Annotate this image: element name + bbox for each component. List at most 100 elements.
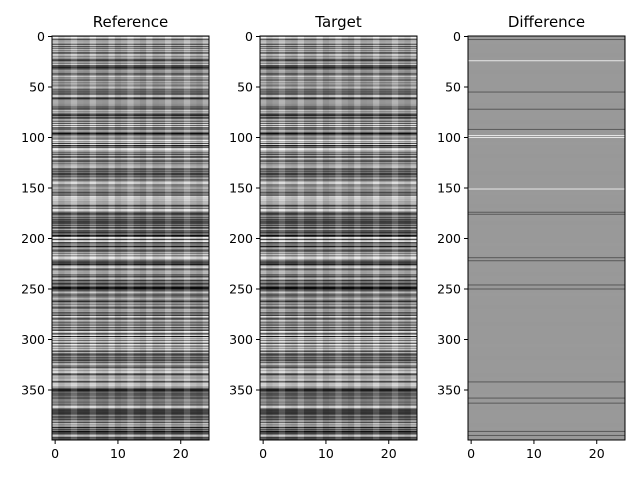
heatmap-row (52, 49, 209, 51)
heatmap-row (260, 316, 417, 319)
heatmap-row (468, 345, 625, 347)
heatmap-row (468, 111, 625, 114)
heatmap-row (260, 385, 417, 387)
heatmap-row (260, 286, 417, 288)
heatmap-row (468, 58, 625, 60)
heatmap-row (52, 201, 209, 204)
heatmap-row (260, 51, 417, 53)
heatmap-row (260, 101, 417, 104)
heatmap-row (52, 297, 209, 299)
heatmap-row (260, 368, 417, 370)
heatmap-row (260, 310, 417, 313)
heatmap-row (260, 370, 417, 372)
heatmap-row (52, 193, 209, 195)
heatmap-row (52, 392, 209, 394)
heatmap-row (260, 398, 417, 400)
heatmap-row (260, 400, 417, 403)
heatmap-row (52, 310, 209, 313)
heatmap-row (52, 186, 209, 188)
heatmap-row (468, 50, 625, 52)
heatmap-row (52, 127, 209, 130)
heatmap-row (468, 375, 625, 377)
heatmap-row (260, 137, 417, 139)
heatmap-row (468, 166, 625, 168)
heatmap-row (260, 411, 417, 414)
heatmap-row (260, 124, 417, 127)
heatmap-row (468, 270, 625, 272)
heatmap-row (260, 259, 417, 261)
heatmap-row (260, 88, 417, 90)
heatmap-row (468, 244, 625, 246)
heatmap-row (468, 241, 625, 243)
heatmap-row (52, 315, 209, 318)
heatmap-row (260, 399, 417, 402)
heatmap-row (260, 229, 417, 232)
heatmap-row (468, 330, 625, 333)
heatmap-row (468, 123, 625, 126)
heatmap-row (52, 197, 209, 200)
heatmap-column (196, 36, 203, 440)
heatmap-row (260, 72, 417, 74)
heatmap-row (260, 330, 417, 333)
heatmap-row (468, 51, 625, 53)
heatmap-row (468, 383, 625, 385)
heatmap-row (52, 272, 209, 274)
heatmap-row (52, 115, 209, 118)
heatmap-row (260, 355, 417, 357)
heatmap-row (260, 75, 417, 77)
heatmap-row (468, 366, 625, 368)
heatmap-row (52, 207, 209, 210)
heatmap-row (260, 261, 417, 263)
heatmap-row (260, 435, 417, 438)
heatmap-row (260, 119, 417, 122)
heatmap-row (52, 126, 209, 129)
heatmap-row (52, 328, 209, 331)
heatmap-row (468, 277, 625, 279)
heatmap-row (468, 265, 625, 267)
heatmap-row (468, 365, 625, 367)
heatmap-row (468, 268, 625, 270)
heatmap-row (260, 231, 417, 234)
heatmap-row (468, 354, 625, 356)
heatmap-row (468, 102, 625, 105)
heatmap-row (468, 46, 625, 48)
heatmap-row (468, 296, 625, 298)
heatmap-row (468, 60, 625, 62)
heatmap-row (468, 276, 625, 278)
heatmap-row (52, 429, 209, 432)
heatmap-row (260, 374, 417, 376)
heatmap-row (52, 301, 209, 304)
heatmap-row (260, 403, 417, 406)
heatmap-row (468, 433, 625, 436)
heatmap-row (468, 93, 625, 95)
heatmap-row (260, 236, 417, 239)
heatmap-row (52, 291, 209, 293)
y-tick-label: 100 (437, 130, 461, 145)
heatmap-row (260, 238, 417, 240)
heatmap-row (468, 42, 625, 44)
heatmap-row (260, 431, 417, 434)
heatmap-row (468, 103, 625, 106)
heatmap-row (52, 409, 209, 412)
y-tick-label: 100 (21, 130, 45, 145)
heatmap-row (52, 66, 209, 68)
heatmap-row (468, 59, 625, 61)
heatmap-row (52, 395, 209, 397)
heatmap-row (468, 401, 625, 404)
heatmap-row (468, 412, 625, 415)
heatmap-row (468, 127, 625, 130)
heatmap-row (468, 228, 625, 231)
heatmap-row (52, 355, 209, 357)
heatmap-row (468, 271, 625, 273)
heatmap-row (468, 86, 625, 88)
heatmap-row (468, 356, 625, 358)
heatmap-row (52, 299, 209, 302)
heatmap-column (379, 36, 386, 440)
heatmap-row (52, 243, 209, 245)
heatmap-row (52, 218, 209, 221)
heatmap-row (52, 421, 209, 424)
heatmap-row (52, 339, 209, 341)
heatmap-row (52, 176, 209, 178)
heatmap-row (260, 97, 417, 100)
heatmap-row (52, 336, 209, 339)
